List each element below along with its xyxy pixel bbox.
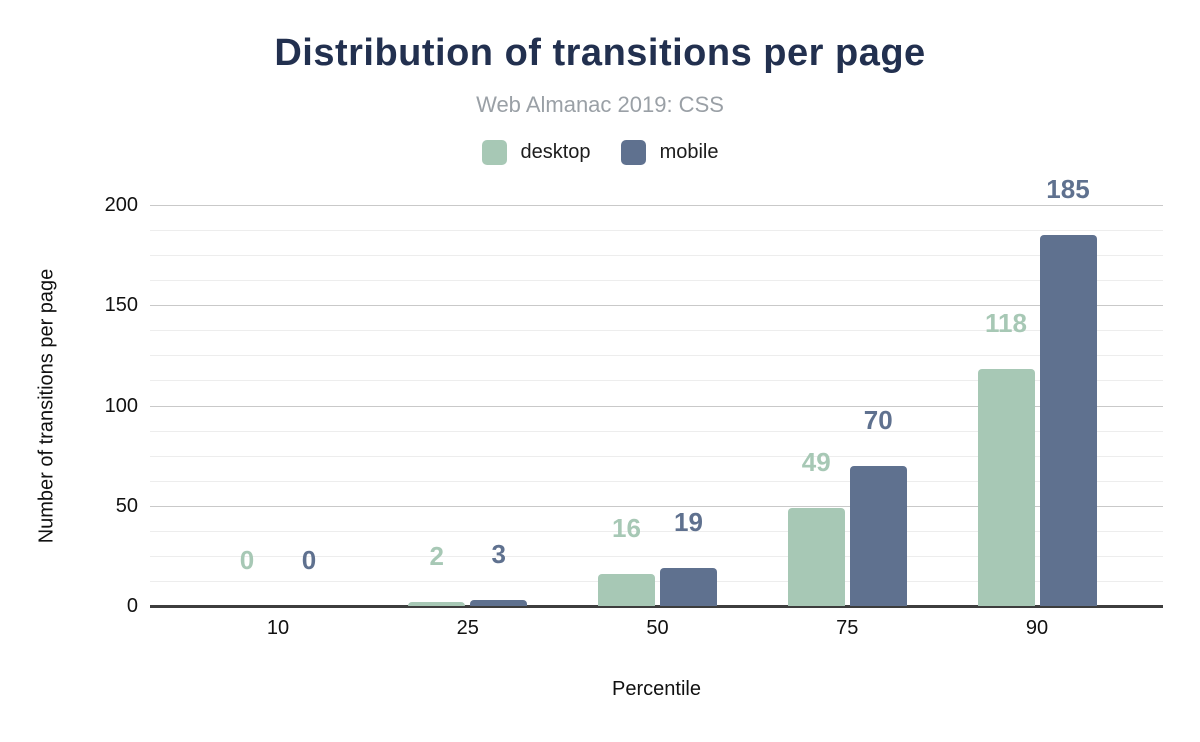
x-axis-line	[150, 605, 1163, 608]
major-gridline	[150, 205, 1163, 206]
value-label-desktop-p25: 2	[429, 540, 444, 571]
x-tick-label-90: 90	[1025, 617, 1049, 639]
y-tick-label: 150	[104, 294, 138, 317]
y-tick-label: 200	[104, 194, 138, 216]
minor-gridline	[150, 480, 1163, 482]
minor-gridline	[150, 255, 1163, 257]
bar-desktop-p25[interactable]	[408, 601, 466, 606]
major-gridline	[150, 505, 1163, 507]
value-label-desktop-p10: 0	[239, 545, 255, 575]
bar-mobile-p25[interactable]	[470, 599, 528, 606]
minor-gridline	[150, 455, 1163, 457]
minor-gridline	[150, 280, 1163, 282]
minor-gridline	[150, 530, 1163, 532]
value-label-mobile-p50: 19	[674, 506, 703, 537]
chart-subtitle: Web Almanac 2019: CSS	[476, 92, 724, 117]
value-label-mobile-p25: 3	[491, 538, 506, 569]
legend-swatch-mobile	[620, 140, 646, 165]
legend-item-desktop[interactable]: desktop	[481, 140, 591, 165]
plot-area	[150, 205, 1163, 608]
minor-gridline	[150, 355, 1163, 357]
minor-gridline	[150, 230, 1163, 232]
value-label-desktop-p90: 118	[985, 308, 1027, 339]
chart-title: Distribution of transitions per page	[274, 32, 926, 74]
value-label-mobile-p75: 70	[863, 404, 893, 435]
legend-label-desktop: desktop	[520, 141, 591, 163]
legend: desktop mobile	[0, 140, 1200, 165]
minor-gridline	[150, 580, 1163, 582]
minor-gridline	[150, 430, 1163, 432]
major-gridline	[150, 305, 1163, 307]
minor-gridline	[150, 330, 1163, 332]
legend-swatch-desktop	[481, 140, 507, 165]
y-tick-label: 50	[115, 494, 138, 517]
minor-gridline	[150, 380, 1163, 382]
x-tick-label-10: 10	[266, 617, 290, 639]
x-tick-label-25: 25	[456, 617, 479, 639]
value-label-mobile-p90: 185	[1046, 174, 1090, 205]
bar-mobile-p50[interactable]	[660, 567, 717, 606]
y-tick-label: 0	[126, 595, 138, 617]
y-tick-label: 100	[104, 394, 138, 417]
x-tick-label-75: 75	[836, 617, 859, 639]
value-label-desktop-p75: 49	[801, 446, 831, 477]
legend-label-mobile: mobile	[659, 141, 719, 163]
x-tick-label-50: 50	[646, 617, 669, 639]
major-gridline	[150, 405, 1163, 407]
minor-gridline	[150, 555, 1163, 557]
legend-item-mobile[interactable]: mobile	[620, 140, 719, 165]
bar-desktop-p50[interactable]	[598, 573, 655, 606]
bar-desktop-p90[interactable]	[977, 369, 1035, 606]
bar-desktop-p75[interactable]	[787, 507, 845, 606]
value-label-desktop-p50: 16	[612, 512, 641, 543]
x-axis-title: Percentile	[612, 678, 701, 700]
bar-mobile-p90[interactable]	[1039, 235, 1097, 606]
bar-mobile-p75[interactable]	[849, 465, 907, 606]
value-label-mobile-p10: 0	[301, 545, 317, 575]
